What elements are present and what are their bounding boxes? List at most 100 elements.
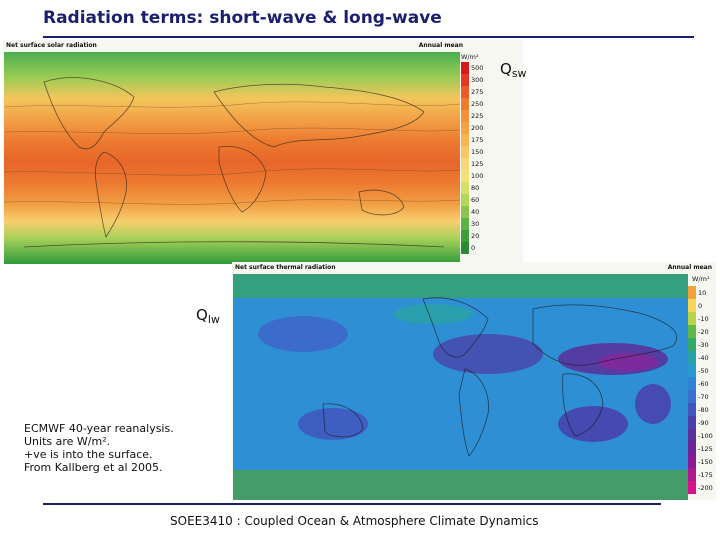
sw-colorbar-label: 250 — [471, 100, 484, 108]
lw-colorbar-swatch — [688, 429, 696, 442]
lw-units: W/m² — [692, 275, 710, 283]
note-line: +ve is into the surface. — [24, 448, 153, 461]
sw-colorbar-label: 500 — [471, 64, 484, 72]
lw-colorbar-swatch — [688, 455, 696, 468]
sw-colorbar-swatch — [461, 122, 469, 134]
q-lw-label: Qlw — [196, 306, 220, 326]
sw-colorbar-label: 225 — [471, 112, 484, 120]
sw-colorbar-label: 80 — [471, 184, 480, 192]
lw-colorbar-label: -50 — [698, 366, 709, 375]
lw-map-plot — [233, 274, 688, 500]
sw-colorbar-swatch — [461, 98, 469, 110]
lw-map-period: Annual mean — [667, 264, 712, 271]
source-note: ECMWF 40-year reanalysis. Units are W/m²… — [24, 422, 174, 474]
sw-colorbar-swatch — [461, 182, 469, 194]
lw-colorbar-swatch — [688, 416, 696, 429]
sw-colorbar-swatch — [461, 62, 469, 74]
sw-units: W/m² — [461, 53, 479, 61]
sw-colorbar-swatch — [461, 158, 469, 170]
lw-colorbar: 10 0 -10 -20 -30 -40 -50 -60 -70 -80 -90 -100 -125 -1… — [688, 274, 716, 500]
lw-colorbar-swatch — [688, 325, 696, 338]
lw-colorbar-label: -10 — [698, 314, 709, 323]
q-lw-sub: lw — [207, 313, 220, 326]
lw-map-header: Net surface thermal radiation Annual mea… — [232, 262, 716, 274]
lw-colorbar-swatch — [688, 338, 696, 351]
lw-colorbar-swatch — [688, 390, 696, 403]
lw-colorbar-swatch — [688, 468, 696, 481]
shortwave-radiation-map: Net surface solar radiation Annual mean — [3, 40, 523, 264]
sw-field-background — [4, 52, 460, 264]
sw-colorbar-label: 40 — [471, 208, 480, 216]
sw-colorbar-swatch — [461, 206, 469, 218]
lw-colorbar-label: -20 — [698, 327, 709, 336]
sw-map-title: Net surface solar radiation — [6, 42, 97, 49]
lw-polar-south — [233, 470, 688, 500]
lw-patches — [258, 304, 671, 442]
lw-colorbar-swatch — [688, 364, 696, 377]
lw-continent-outlines — [322, 297, 678, 457]
lw-colorbar-swatch — [688, 312, 696, 325]
longwave-radiation-map: Net surface thermal radiation Annual mea… — [232, 262, 716, 500]
lw-colorbar-label: -125 — [698, 444, 713, 453]
sw-colorbar-label: 100 — [471, 172, 484, 180]
sw-map-plot — [4, 52, 460, 264]
lw-colorbar-swatch — [688, 481, 696, 494]
q-sw-label: Qsw — [500, 60, 527, 80]
lw-colorbar-swatch — [688, 377, 696, 390]
footer-divider — [43, 503, 661, 505]
sw-map-period: Annual mean — [418, 42, 463, 49]
sw-colorbar-label: 30 — [471, 220, 480, 228]
sw-colorbar-swatch — [461, 110, 469, 122]
sw-colorbar-swatch — [461, 86, 469, 98]
lw-map-title: Net surface thermal radiation — [235, 264, 336, 271]
lw-colorbar-label: -80 — [698, 405, 709, 414]
lw-colorbar-swatch — [688, 299, 696, 312]
lw-colorbar-label: 10 — [698, 288, 707, 297]
lw-colorbar-label: -100 — [698, 431, 713, 440]
note-line: ECMWF 40-year reanalysis. — [24, 422, 174, 435]
sw-colorbar-label: 200 — [471, 124, 484, 132]
sw-colorbar-label: 275 — [471, 88, 484, 96]
lw-colorbar-label: -30 — [698, 340, 709, 349]
note-line: Units are W/m². — [24, 435, 111, 448]
sw-colorbar-label: 300 — [471, 76, 484, 84]
sw-colorbar-label: 125 — [471, 160, 484, 168]
sw-colorbar-swatch — [461, 242, 469, 254]
slide-title: Radiation terms: short-wave & long-wave — [43, 8, 442, 28]
sw-colorbar-label: 20 — [471, 232, 480, 240]
lw-colorbar-swatch — [688, 351, 696, 364]
sw-colorbar-swatch — [461, 194, 469, 206]
lw-colorbar-label: -90 — [698, 418, 709, 427]
sw-colorbar-swatch — [461, 230, 469, 242]
lw-colorbar-label: -150 — [698, 457, 713, 466]
q-lw-main: Q — [196, 306, 208, 324]
sw-colorbar-swatch — [461, 134, 469, 146]
lw-colorbar-label: -70 — [698, 392, 709, 401]
title-divider — [43, 36, 694, 38]
lw-polar-north — [233, 274, 688, 298]
sw-colorbar: 500 300 275 250 225 200 175 150 125 100 80 60 40 30 20… — [461, 52, 521, 254]
q-sw-sub: sw — [511, 67, 527, 80]
sw-colorbar-swatch — [461, 146, 469, 158]
slide-footer: SOEE3410 : Coupled Ocean & Atmosphere Cl… — [170, 514, 539, 528]
lw-colorbar-swatch — [688, 403, 696, 416]
lw-colorbar-label: 0 — [698, 301, 703, 310]
lw-colorbar-label: -40 — [698, 353, 709, 362]
q-sw-main: Q — [500, 60, 512, 78]
lw-colorbar-label: -200 — [698, 483, 713, 492]
sw-colorbar-label: 60 — [471, 196, 480, 204]
sw-colorbar-swatch — [461, 74, 469, 86]
sw-contour-lines — [4, 101, 460, 205]
lw-colorbar-label: -175 — [698, 470, 713, 479]
sw-colorbar-label: 175 — [471, 136, 484, 144]
sw-colorbar-swatch — [461, 170, 469, 182]
sw-map-header: Net surface solar radiation Annual mean — [3, 40, 523, 52]
sw-colorbar-label: 150 — [471, 148, 484, 156]
lw-colorbar-swatch — [688, 286, 696, 299]
sw-colorbar-label: 0 — [471, 244, 476, 252]
sw-continent-outlines — [23, 77, 445, 248]
lw-colorbar-swatch — [688, 442, 696, 455]
lw-colorbar-label: -60 — [698, 379, 709, 388]
sw-colorbar-swatch — [461, 218, 469, 230]
note-line: From Kallberg et al 2005. — [24, 461, 163, 474]
